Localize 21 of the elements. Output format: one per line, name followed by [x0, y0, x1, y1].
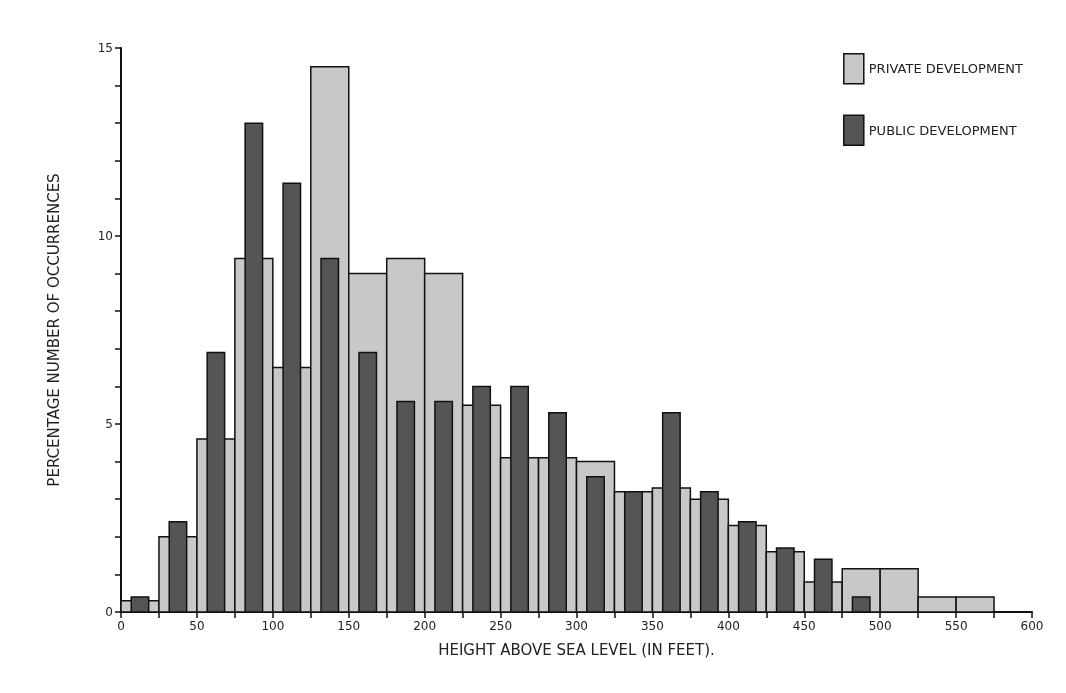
y-axis-title: PERCENTAGE NUMBER OF OCCURRENCES	[44, 173, 63, 487]
x-tick-label: 0	[117, 619, 125, 633]
legend-label: PUBLIC DEVELOPMENT	[868, 122, 1017, 138]
legend-label: PRIVATE DEVELOPMENT	[868, 61, 1024, 77]
x-tick-label: 200	[413, 619, 437, 633]
x-tick-label: 400	[716, 619, 740, 633]
x-tick-label: 500	[868, 619, 892, 633]
y-tick-label: 0	[105, 605, 113, 619]
x-tick-label: 100	[261, 619, 285, 633]
x-tick-label: 250	[489, 619, 513, 633]
y-tick-label: 10	[97, 229, 113, 243]
y-tick-label: 15	[97, 41, 113, 55]
x-tick-label: 450	[792, 619, 816, 633]
x-tick-label: 50	[189, 619, 205, 633]
y-tick-label: 5	[105, 417, 113, 431]
x-tick-label: 350	[640, 619, 664, 633]
x-axis-title: HEIGHT ABOVE SEA LEVEL (IN FEET).	[438, 640, 715, 659]
x-tick-label: 150	[337, 619, 361, 633]
x-tick-label: 300	[565, 619, 588, 633]
x-tick-label: 550	[944, 619, 968, 633]
x-tick-label: 600	[1020, 619, 1044, 633]
